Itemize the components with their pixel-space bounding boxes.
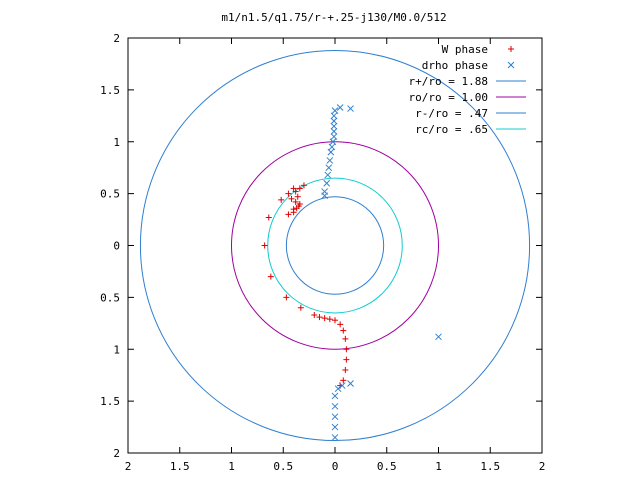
series-0-point-13 xyxy=(294,193,301,200)
series-0-point-20 xyxy=(311,312,318,319)
circle-2 xyxy=(285,196,385,295)
series-1-point-1 xyxy=(336,104,344,111)
series-1-point-12 xyxy=(325,164,333,172)
series-0 xyxy=(261,182,350,389)
series-0-point-14 xyxy=(296,185,303,192)
circles-layer xyxy=(139,49,531,442)
legend-label-1: drho phase xyxy=(422,59,488,72)
series-0-point-7 xyxy=(285,211,292,218)
x-tick-label-0: 2 xyxy=(125,460,132,473)
series-0-point-19 xyxy=(300,182,307,189)
series-1-point-9 xyxy=(328,143,336,151)
series-0-point-0 xyxy=(261,242,268,249)
x-tick-label-3: 0.5 xyxy=(273,460,293,473)
series-1-point-3 xyxy=(330,112,338,120)
series-0-point-23 xyxy=(326,316,333,323)
x-tick-label-4: 0 xyxy=(332,460,339,473)
series-0-point-1 xyxy=(265,214,272,221)
series-0-point-6 xyxy=(290,185,297,192)
series-0-point-15 xyxy=(292,188,299,195)
y-tick-label-1: 1.5 xyxy=(100,84,120,97)
series-1-point-20 xyxy=(331,392,339,400)
x-tick-label-8: 2 xyxy=(539,460,546,473)
series-1-point-21 xyxy=(331,402,339,410)
x-tick-label-1: 1.5 xyxy=(170,460,190,473)
y-tick-label-6: 1 xyxy=(113,343,120,356)
series-1-point-7 xyxy=(330,133,338,140)
series-1-point-2 xyxy=(331,107,339,114)
legend-symbol-1 xyxy=(507,61,515,69)
circle-3 xyxy=(267,177,403,314)
series-0-point-31 xyxy=(340,377,347,384)
series-0-point-22 xyxy=(321,315,328,322)
y-tick-label-8: 2 xyxy=(113,447,120,460)
series-0-point-2 xyxy=(267,273,274,280)
series-1-point-24 xyxy=(331,434,339,441)
series-0-point-16 xyxy=(288,195,295,202)
series-0-point-30 xyxy=(342,367,349,373)
ticks-layer: 2 1.5 1 0.5 0 0.5 1 1.5 221.510.500.511.52 xyxy=(100,32,545,473)
series-0-point-9 xyxy=(297,304,304,311)
legend-symbol-0 xyxy=(508,46,514,52)
series-0-point-3 xyxy=(278,196,285,203)
series-1-point-17 xyxy=(347,380,354,387)
legend-label-5: rc/ro = .65 xyxy=(415,123,488,136)
series-1-point-10 xyxy=(327,148,335,156)
legend-label-0: W phase xyxy=(442,43,488,56)
y-tick-label-7: 1.5 xyxy=(100,395,120,408)
series-0-point-4 xyxy=(283,294,290,301)
series-1 xyxy=(321,104,442,441)
chart-title: m1/n1.5/q1.75/r-+.25-j130/M0.0/512 xyxy=(221,11,446,24)
legend-label-2: r+/ro = 1.88 xyxy=(409,75,488,88)
circle-0 xyxy=(139,49,531,442)
series-1-point-19 xyxy=(334,385,342,393)
x-tick-label-6: 1 xyxy=(435,460,442,473)
series-1-point-14 xyxy=(323,179,331,187)
series-0-point-18 xyxy=(296,201,303,207)
series-1-point-22 xyxy=(331,413,339,421)
series-0-point-5 xyxy=(285,190,292,197)
series-1-point-25 xyxy=(435,333,442,341)
series-1-point-4 xyxy=(330,117,338,125)
y-tick-label-4: 0 xyxy=(113,240,120,253)
series-0-point-29 xyxy=(343,356,350,363)
x-tick-label-5: 0.5 xyxy=(377,460,397,473)
series-1-point-16 xyxy=(321,192,329,200)
series-0-point-12 xyxy=(292,198,299,205)
legend: W phase drho phase r+/ro = 1.88 ro/ro = 1.0… xyxy=(409,43,526,136)
legend-label-4: r-/ro = .47 xyxy=(415,107,488,120)
y-tick-label-0: 2 xyxy=(113,32,120,45)
series-0-point-25 xyxy=(337,321,344,328)
x-tick-label-7: 1.5 xyxy=(480,460,500,473)
series-0-point-21 xyxy=(316,314,323,321)
legend-label-3: ro/ro = 1.00 xyxy=(409,91,488,104)
y-tick-label-5: 0.5 xyxy=(100,291,120,304)
y-tick-label-3: 0.5 xyxy=(100,188,120,201)
series-1-point-8 xyxy=(329,138,337,146)
series-1-point-0 xyxy=(347,105,354,112)
y-tick-label-2: 1 xyxy=(113,136,120,149)
series-1-point-11 xyxy=(326,157,334,164)
series-1-point-13 xyxy=(324,171,332,179)
series-1-point-18 xyxy=(338,382,346,389)
series-0-point-10 xyxy=(290,206,297,213)
series-1-point-5 xyxy=(330,122,338,130)
circle-1 xyxy=(231,141,439,350)
series-1-point-23 xyxy=(331,423,339,431)
series-0-point-17 xyxy=(293,205,300,212)
series-0-point-24 xyxy=(332,317,338,324)
series-0-point-26 xyxy=(340,327,347,334)
series-layer xyxy=(261,104,442,441)
series-1-point-6 xyxy=(330,128,338,135)
series-0-point-27 xyxy=(342,335,349,342)
series-0-point-28 xyxy=(343,346,350,353)
x-tick-label-2: 1 xyxy=(228,460,235,473)
